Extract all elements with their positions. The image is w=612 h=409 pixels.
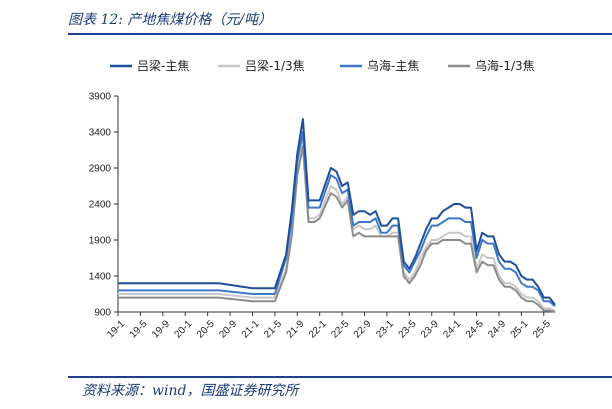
x-tick-label: 23-1 bbox=[374, 318, 396, 340]
x-tick-label: 19-5 bbox=[128, 318, 150, 340]
x-tick-label: 25-1 bbox=[509, 318, 531, 340]
x-tick-label: 20-5 bbox=[195, 318, 217, 340]
y-tick-label: 3900 bbox=[89, 92, 112, 103]
source-rule bbox=[68, 376, 612, 378]
x-tick-label: 24-9 bbox=[486, 318, 508, 340]
y-tick-label: 1400 bbox=[89, 272, 112, 283]
y-tick-label: 900 bbox=[94, 308, 111, 319]
x-tick-label: 24-1 bbox=[441, 318, 463, 340]
x-tick-label: 21-9 bbox=[285, 318, 307, 340]
title-rule bbox=[68, 33, 612, 35]
legend-label: 乌海-主焦 bbox=[367, 58, 419, 73]
legend-label: 乌海-1/3焦 bbox=[475, 58, 535, 73]
x-tick-label: 22-5 bbox=[329, 318, 351, 340]
y-tick-label: 2900 bbox=[89, 164, 112, 175]
x-tick-label: 20-1 bbox=[172, 318, 194, 340]
series-line bbox=[118, 145, 556, 313]
series-line bbox=[118, 118, 556, 306]
chart-plot-area bbox=[118, 118, 556, 313]
x-tick-label: 23-5 bbox=[397, 318, 419, 340]
x-tick-label: 22-9 bbox=[352, 318, 374, 340]
x-tick-label: 21-5 bbox=[262, 318, 284, 340]
source-note: 资料来源：wind，国盛证券研究所 bbox=[82, 383, 299, 399]
y-tick-label: 2400 bbox=[89, 200, 112, 211]
x-tick-label: 19-1 bbox=[105, 318, 127, 340]
x-tick-label: 22-1 bbox=[307, 318, 329, 340]
legend-label: 吕梁-1/3焦 bbox=[245, 58, 305, 73]
x-tick-label: 24-5 bbox=[464, 318, 486, 340]
legend-label: 吕梁-主焦 bbox=[137, 58, 189, 73]
x-tick-label: 23-9 bbox=[419, 318, 441, 340]
x-tick-label: 21-1 bbox=[240, 318, 262, 340]
series-line bbox=[118, 131, 556, 307]
chart-legend: 吕梁-主焦 吕梁-1/3焦 乌海-主焦 乌海-1/3焦 bbox=[110, 58, 535, 73]
y-tick-label: 3400 bbox=[89, 128, 112, 139]
y-tick-label: 1900 bbox=[89, 236, 112, 247]
x-tick-label: 25-5 bbox=[531, 318, 553, 340]
x-tick-label: 19-9 bbox=[150, 318, 172, 340]
series-line bbox=[118, 134, 556, 312]
figure-title: 图表 12: 产地焦煤价格（元/吨） bbox=[68, 12, 273, 28]
x-tick-label: 20-9 bbox=[217, 318, 239, 340]
